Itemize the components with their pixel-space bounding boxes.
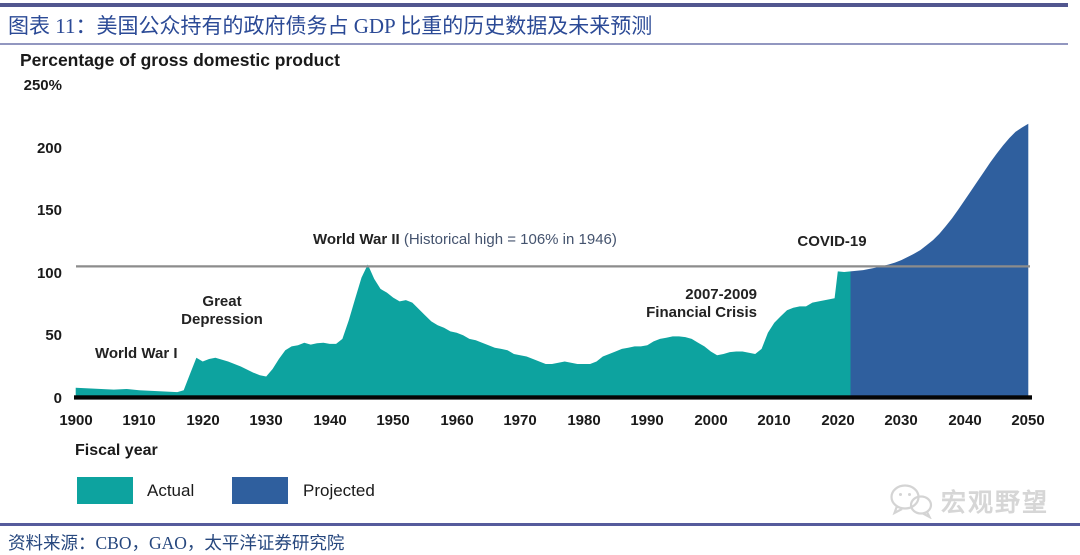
annotation-world-war-1: World War I (95, 345, 178, 362)
annotation-line: Depression (181, 311, 263, 328)
y-axis-label: 200 (36, 140, 62, 157)
annotation-line: Great (202, 293, 242, 310)
y-axis-label: 0 (53, 390, 62, 407)
x-axis-label: 1960 (440, 412, 474, 429)
wechat-icon (890, 484, 933, 519)
projected-area (850, 123, 1029, 399)
annotation-line: 2007-2009 (685, 286, 757, 303)
x-axis-label: 1950 (376, 412, 410, 429)
x-axis-label: 1930 (249, 412, 283, 429)
x-axis-line (74, 395, 1032, 400)
annotation-covid-19: COVID-19 (797, 233, 867, 250)
annotation-note-text: (Historical high = 106% in 1946) (403, 231, 617, 248)
x-axis-title: Fiscal year (75, 442, 158, 459)
legend-label-projected: Projected (303, 481, 375, 500)
source-text: 资料来源：CBO，GAO，太平洋证券研究院 (8, 533, 345, 553)
x-axis-label: 1940 (313, 412, 347, 429)
x-axis-label: 1920 (186, 412, 220, 429)
annotation-world-war-2: World War II (Historical high = 106% in … (313, 231, 617, 249)
annotation-great-depression: Great Depression (122, 293, 322, 329)
y-axis-label: 100 (36, 265, 62, 282)
annotation-financial-crisis: 2007-2009 Financial Crisis (537, 286, 757, 322)
x-axis-label: 2050 (1011, 412, 1045, 429)
y-axis-label: 50 (45, 327, 62, 344)
x-axis-label: 2020 (821, 412, 855, 429)
legend-label-actual: Actual (147, 481, 195, 500)
actual-area (75, 264, 851, 399)
x-axis-label: 2000 (694, 412, 728, 429)
x-axis-label: 1980 (567, 412, 601, 429)
x-axis-label: 1900 (59, 412, 93, 429)
y-axis-label: 250% (23, 77, 62, 94)
legend-swatch-projected (232, 477, 288, 504)
header-top-rule (0, 3, 1068, 7)
footer-rule (0, 523, 1080, 526)
x-axis-label: 1970 (503, 412, 537, 429)
y-axis-label: 150 (36, 202, 62, 219)
annotation-bold-text: World War II (313, 231, 400, 248)
x-axis-label: 1990 (630, 412, 664, 429)
figure-title: 图表 11：美国公众持有的政府债务占 GDP 比重的历史数据及未来预测 (8, 14, 653, 38)
x-axis-label: 2010 (757, 412, 791, 429)
x-axis-label: 2030 (884, 412, 918, 429)
x-axis-label: 1910 (122, 412, 156, 429)
annotation-line: Financial Crisis (646, 304, 757, 321)
watermark-text: 宏观野望 (941, 490, 1050, 517)
header-bottom-rule (0, 43, 1068, 45)
legend-swatch-actual (77, 477, 133, 504)
x-axis-label: 2040 (948, 412, 982, 429)
chart-title: Percentage of gross domestic product (20, 50, 340, 70)
watermark: 宏观野望 (888, 483, 1049, 519)
